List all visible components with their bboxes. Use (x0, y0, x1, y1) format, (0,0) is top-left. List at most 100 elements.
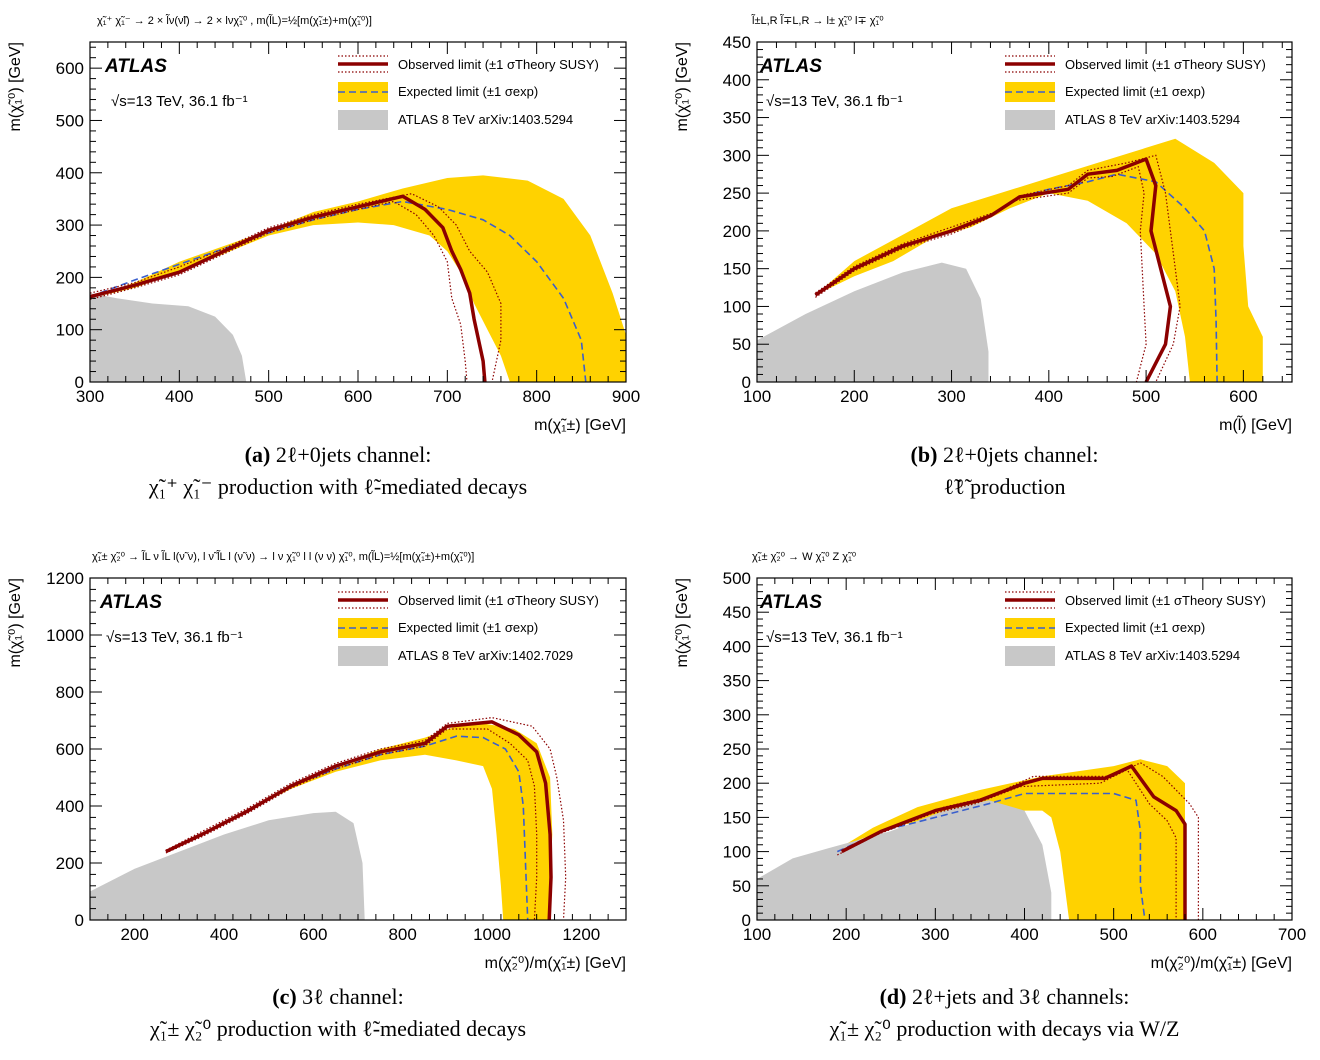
process-label: χ̃₁⁺ χ̃₁⁻ → 2 × l̃ν(ν̃l) → 2 × lνχ̃₁⁰ , … (97, 14, 372, 27)
legend-expected-label: Expected limit (±1 σexp) (398, 620, 538, 635)
x-tick-label: 500 (254, 387, 282, 406)
caption-tag: (a) (245, 442, 271, 467)
observed-limit-line (814, 157, 1173, 382)
y-tick-label: 300 (56, 216, 84, 235)
y-tick-label: 200 (56, 854, 84, 873)
plot-area (757, 759, 1200, 920)
observed-limit-down (837, 768, 1177, 920)
y-tick-label: 500 (56, 111, 84, 130)
x-tick-label: 500 (1132, 387, 1160, 406)
legend-observed-label: Observed limit (±1 σTheory SUSY) (398, 57, 599, 72)
legend-expected-label: Expected limit (±1 σexp) (1065, 84, 1205, 99)
y-tick-label: 350 (723, 672, 751, 691)
expected-band (90, 175, 626, 382)
panel-d: 100 200 300 400 500 600 700 0 50 100 150 200 250 300 3… (674, 551, 1306, 1041)
panel-b: 100 200 300 400 500 600 0 50 100 150 200 250 300 350 4… (674, 14, 1293, 499)
x-tick-label: 100 (743, 387, 771, 406)
legend-observed-label: Observed limit (±1 σTheory SUSY) (1065, 593, 1266, 608)
x-tick-label: 300 (937, 387, 965, 406)
y-tick-label: 100 (723, 297, 751, 316)
expected-limit-line (836, 792, 1146, 920)
y-tick-label: 250 (723, 184, 751, 203)
x-tick-label: 400 (1035, 387, 1063, 406)
y-tick-label: 600 (56, 59, 84, 78)
x-tick-label: 600 (1229, 387, 1257, 406)
panel-c: 200 400 600 800 1000 1200 0 200 400 600 800 1000 120… (7, 550, 627, 1041)
x-tick-label: 900 (612, 387, 640, 406)
y-tick-label: 0 (742, 373, 751, 392)
legend-previous-label: ATLAS 8 TeV arXiv:1402.7029 (398, 648, 573, 663)
y-axis-label: m(χ̃₁⁰) [GeV] (7, 42, 24, 132)
caption-line-2: ℓ̃ℓ̃ production (944, 474, 1066, 499)
x-tick-label: 400 (210, 925, 238, 944)
legend-previous-swatch (1005, 110, 1055, 130)
caption-line-1: (b) 2ℓ+0jets channel: (911, 442, 1099, 467)
caption-line-1: (c) 3ℓ channel: (272, 984, 403, 1009)
y-tick-label: 150 (723, 808, 751, 827)
caption-title: 2ℓ+0jets channel: (276, 442, 432, 467)
x-tick-label: 600 (344, 387, 372, 406)
plot-area (757, 138, 1263, 382)
atlas-label: ATLAS (99, 592, 162, 613)
y-tick-label: 250 (723, 740, 751, 759)
process-label: l̃±L,R l̃∓L,R → l± χ̃₁⁰ l∓ χ̃₁⁰ (751, 14, 885, 27)
observed-limit-up (90, 193, 502, 382)
expected-band (165, 723, 553, 920)
expected-limit-line (90, 200, 587, 382)
atlas-label: ATLAS (759, 592, 822, 613)
y-tick-label: 500 (723, 569, 751, 588)
y-tick-label: 800 (56, 683, 84, 702)
x-tick-label: 200 (832, 925, 860, 944)
y-tick-label: 50 (732, 877, 751, 896)
caption-title: 2ℓ+0jets channel: (943, 442, 1099, 467)
observed-limit-up (845, 762, 1200, 920)
x-axis-label: m(l̃) [GeV] (1219, 414, 1292, 434)
observed-limit-line (165, 720, 553, 920)
legend-observed-label: Observed limit (±1 σTheory SUSY) (398, 593, 599, 608)
plot-area (90, 175, 626, 382)
y-tick-label: 100 (723, 843, 751, 862)
expected-band (815, 138, 1263, 382)
caption-line-1: (a) 2ℓ+0jets channel: (245, 442, 432, 467)
previous-result-area (90, 811, 365, 920)
atlas-label: ATLAS (759, 56, 822, 77)
x-tick-label: 300 (76, 387, 104, 406)
y-tick-label: 1200 (46, 569, 84, 588)
y-axis-label: m(χ̃₁⁰) [GeV] (674, 42, 691, 132)
y-tick-label: 400 (723, 71, 751, 90)
x-tick-label: 200 (120, 925, 148, 944)
x-axis-label: m(χ̃₁±) [GeV] (534, 417, 626, 434)
x-tick-label: 200 (840, 387, 868, 406)
expected-limit-line (814, 173, 1218, 382)
y-tick-label: 1000 (46, 626, 84, 645)
plot-frame (756, 41, 1293, 383)
process-label: χ̃₁± χ̃₂⁰ → W χ̃₁⁰ Z χ̃₁⁰ (752, 551, 857, 563)
legend: Observed limit (±1 σTheory SUSY) Expected… (1005, 591, 1266, 666)
y-tick-label: 150 (723, 260, 751, 279)
y-axis-label: m(χ̃₁⁰) [GeV] (674, 578, 691, 668)
caption-tag: (b) (911, 442, 938, 467)
y-tick-label: 600 (56, 740, 84, 759)
y-tick-label: 50 (732, 335, 751, 354)
expected-band (828, 759, 1185, 920)
caption-line-2: χ̃₁⁺ χ̃₁⁻ production with ℓ̃-mediated de… (148, 474, 527, 499)
legend-previous-swatch (338, 646, 388, 666)
x-tick-label: 400 (1010, 925, 1038, 944)
caption-tag: (d) (880, 984, 907, 1009)
legend-previous-label: ATLAS 8 TeV arXiv:1403.5294 (1065, 112, 1240, 127)
legend-observed-label: Observed limit (±1 σTheory SUSY) (1065, 57, 1266, 72)
y-tick-label: 100 (56, 321, 84, 340)
legend: Observed limit (±1 σTheory SUSY) Expected… (1005, 55, 1266, 130)
y-tick-label: 300 (723, 706, 751, 725)
x-tick-label: 700 (433, 387, 461, 406)
legend-expected-label: Expected limit (±1 σexp) (398, 84, 538, 99)
observed-limit-line (90, 194, 487, 382)
expected-limit-line (165, 735, 529, 920)
y-tick-label: 200 (723, 774, 751, 793)
x-tick-label: 100 (743, 925, 771, 944)
x-tick-label: 300 (921, 925, 949, 944)
x-tick-label: 700 (1278, 925, 1306, 944)
observed-limit-line (840, 764, 1187, 920)
atlas-label: ATLAS (104, 56, 167, 77)
observed-limit-up (815, 154, 1181, 382)
